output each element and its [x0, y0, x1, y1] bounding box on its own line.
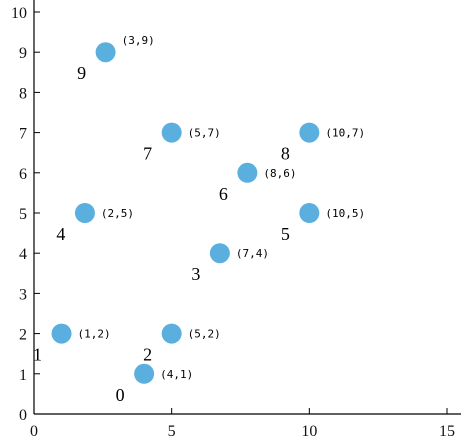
point-coord-label: (1,2)	[78, 328, 111, 341]
point-labels: 0 (4,1) 1 (1,2) 2 (5,2) 3 (7,4) 4 (2,5) 5 (10,5) 6 (8…	[33, 34, 365, 405]
point-coord-label: (10,7)	[325, 127, 365, 140]
point-index-label: 3	[191, 264, 200, 284]
data-point	[161, 122, 182, 143]
y-tick-label: 8	[19, 85, 27, 102]
data-point	[237, 162, 258, 183]
point-index-label: 4	[56, 224, 65, 244]
point-index-label: 2	[143, 345, 152, 365]
point-coord-label: (8,6)	[263, 167, 296, 180]
data-point	[299, 203, 320, 223]
point-coord-label: (10,5)	[325, 207, 365, 220]
data-point	[161, 323, 182, 344]
x-tick-label: 10	[301, 423, 317, 440]
point-index-label: 9	[77, 63, 86, 83]
y-tick-label: 4	[19, 246, 27, 263]
data-point	[134, 363, 155, 384]
x-tick-label: 0	[30, 423, 38, 440]
point-coord-label: (2,5)	[101, 207, 134, 220]
data-point	[95, 42, 116, 63]
y-tick-label: 9	[19, 45, 27, 62]
x-tick-label: 5	[168, 423, 176, 440]
y-tick-label: 7	[19, 126, 27, 143]
data-point	[209, 243, 230, 264]
point-coord-label: (4,1)	[160, 368, 193, 381]
point-index-label: 8	[281, 144, 290, 164]
point-index-label: 0	[116, 385, 125, 405]
y-tick-label: 3	[19, 286, 27, 303]
x-tick-label: 15	[439, 423, 455, 440]
point-coord-label: (5,7)	[188, 127, 221, 140]
point-index-label: 5	[281, 224, 290, 244]
point-index-label: 1	[33, 345, 42, 365]
y-tick-label: 2	[19, 327, 27, 344]
y-tick-label: 1	[19, 367, 27, 384]
point-coord-label: (5,2)	[188, 328, 221, 341]
data-points	[51, 42, 320, 384]
point-coord-label: (3,9)	[122, 34, 155, 47]
y-tick-label: 10	[11, 5, 27, 22]
point-index-label: 6	[219, 184, 228, 204]
point-index-label: 7	[143, 144, 152, 164]
y-tick-label: 6	[19, 166, 27, 183]
data-point	[74, 203, 95, 223]
y-tick-label: 0	[19, 407, 27, 424]
y-tick-label: 5	[19, 206, 27, 223]
data-point	[299, 122, 320, 143]
point-coord-label: (7,4)	[236, 247, 269, 260]
data-point	[51, 323, 72, 344]
